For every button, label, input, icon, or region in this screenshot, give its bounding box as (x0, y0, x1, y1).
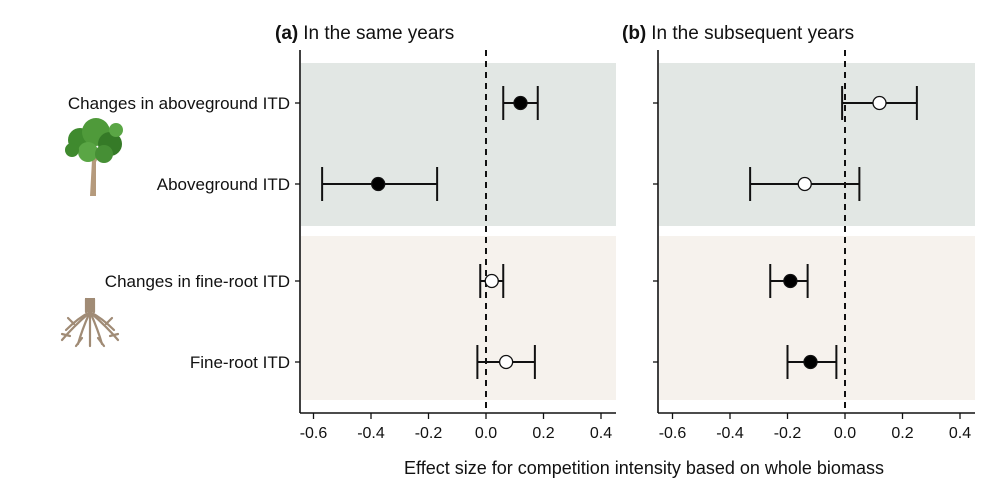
x-tick-label: 0.2 (532, 425, 554, 442)
data-point-group (476, 345, 536, 379)
x-tick-label: -0.6 (659, 425, 687, 442)
data-point-group (749, 167, 861, 201)
band-aboveground (659, 63, 975, 226)
panel-b-title-text: In the subsequent years (651, 23, 854, 44)
panel-b: -0.6 -0.4 -0.2 0.0 0.2 0.4 (653, 50, 975, 442)
point-open (872, 95, 887, 111)
panel-a-tag: (a) (275, 23, 298, 44)
point-filled (371, 176, 386, 192)
x-tick-label: -0.2 (774, 425, 802, 442)
ylabel-changes-fine-root: Changes in fine-root ITD (105, 272, 290, 291)
x-axis-label: Effect size for competition intensity ba… (404, 458, 884, 478)
band-fine-root (659, 236, 975, 400)
panel-b-tag: (b) (622, 23, 646, 44)
ylabel-fine-root: Fine-root ITD (190, 353, 290, 372)
data-point-group (479, 264, 505, 298)
x-tick-label: 0.4 (590, 425, 612, 442)
band-aboveground (301, 63, 616, 226)
point-filled (513, 95, 528, 111)
tree-icon (65, 118, 123, 196)
data-point-group (321, 167, 439, 201)
x-tick-label: -0.4 (716, 425, 744, 442)
data-point-group (502, 86, 539, 120)
x-tick-label: 0.2 (891, 425, 913, 442)
panel-a-title-text: In the same years (303, 23, 454, 44)
point-open (498, 354, 514, 370)
x-tick-label: 0.0 (834, 425, 856, 442)
point-open (484, 273, 499, 289)
roots-icon (60, 297, 120, 348)
data-point-group (786, 345, 838, 379)
x-tick-label: 0.4 (949, 425, 971, 442)
point-filled (803, 354, 818, 370)
point-filled (783, 273, 798, 289)
point-open (797, 176, 812, 192)
panel-a: -0.6 -0.4 -0.2 0.0 0.2 0.4 (295, 50, 616, 442)
x-tick-label: 0.0 (475, 425, 497, 442)
panel-a-title: (a) In the same years (275, 23, 454, 44)
ylabel-aboveground: Aboveground ITD (157, 175, 290, 194)
panel-b-title: (b) In the subsequent years (622, 23, 854, 44)
x-tick-label: -0.2 (415, 425, 443, 442)
x-tick-label: -0.4 (357, 425, 385, 442)
data-point-group (769, 264, 809, 298)
x-tick-label: -0.6 (300, 425, 328, 442)
band-fine-root (301, 236, 616, 400)
data-point-group (841, 86, 918, 120)
ylabel-changes-aboveground: Changes in aboveground ITD (68, 94, 290, 113)
